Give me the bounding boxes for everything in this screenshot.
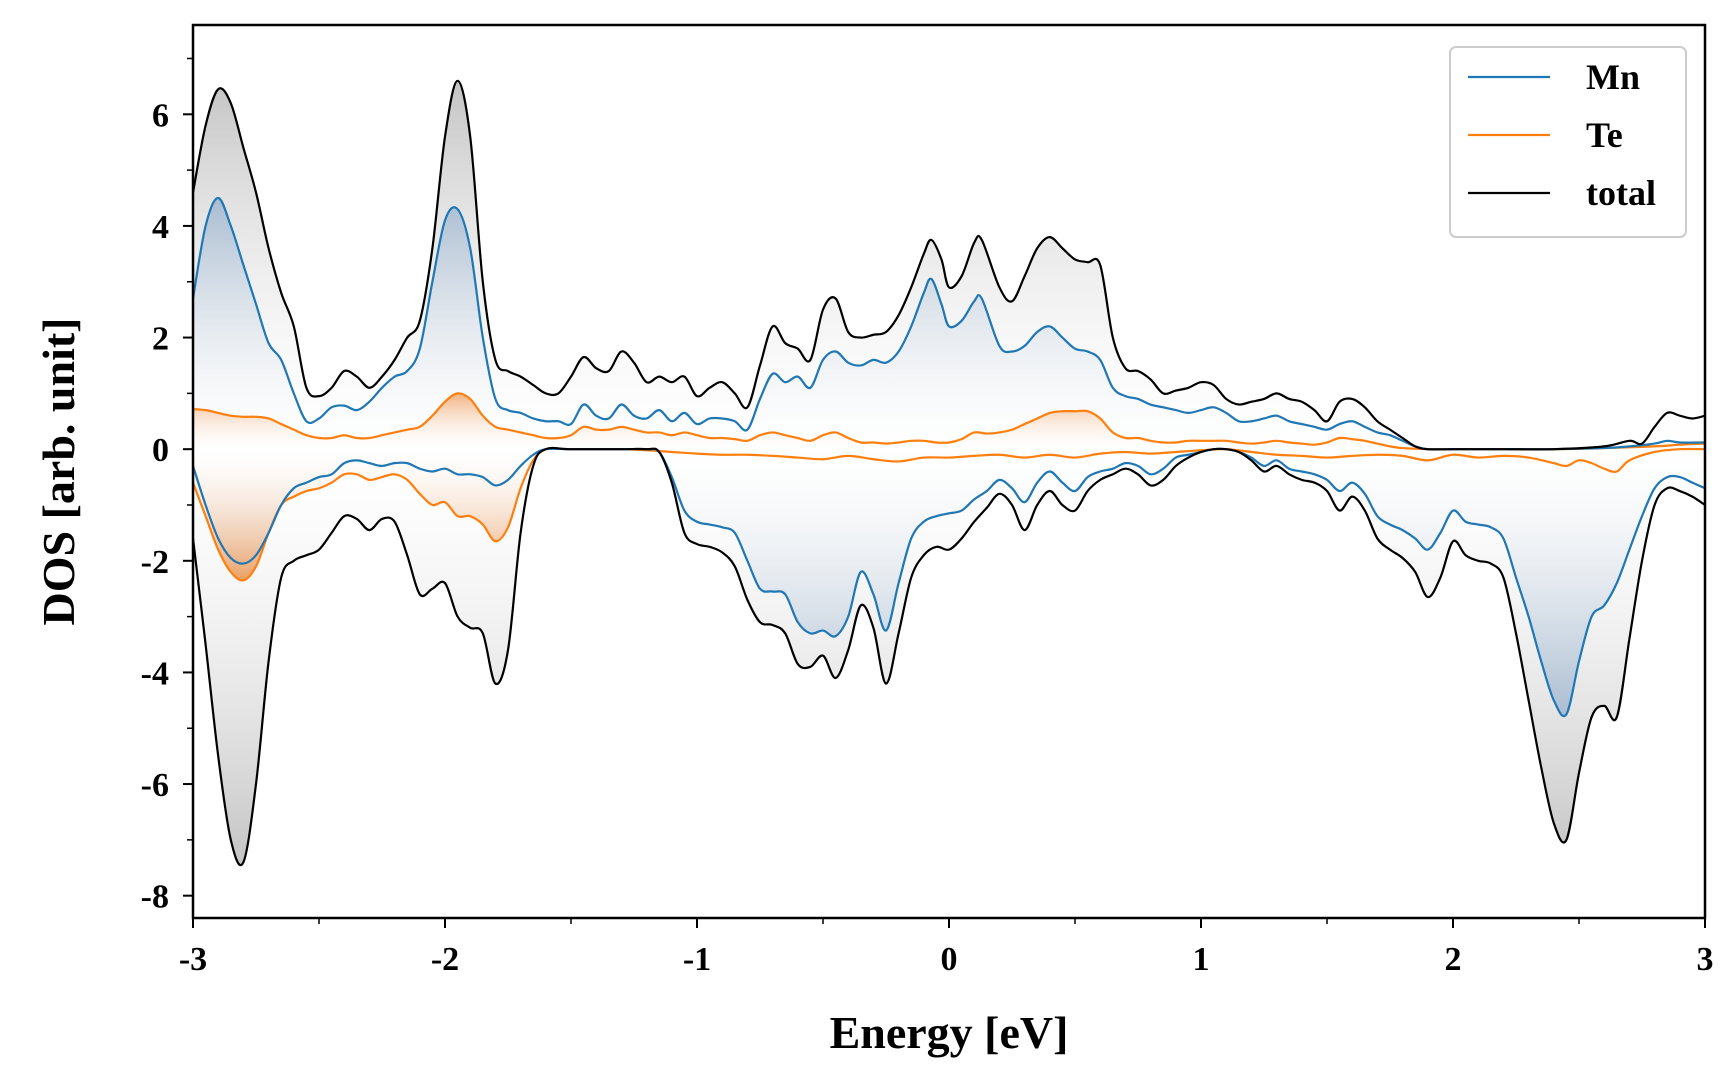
y-tick-label: -6	[141, 767, 169, 804]
dos-fills	[193, 80, 1705, 866]
legend-box	[1449, 46, 1687, 238]
x-tick-label: 2	[1445, 941, 1462, 978]
legend: Mn Te total	[1449, 46, 1687, 238]
legend-label: total	[1586, 173, 1656, 213]
y-axis-title: DOS [arb. unit]	[33, 318, 84, 626]
x-tick-label: -3	[179, 941, 207, 978]
legend-label: Te	[1586, 115, 1623, 155]
y-tick-label: -2	[141, 544, 169, 581]
x-tick-label: 0	[941, 941, 958, 978]
y-tick-label: 2	[152, 321, 169, 358]
x-tick-label: 1	[1193, 941, 1210, 978]
legend-label: Mn	[1586, 57, 1640, 97]
y-tick-label: 0	[152, 432, 169, 469]
x-axis-ticks: -3 -2 -1 0 1 2 3	[179, 918, 1714, 978]
te-down-fill	[193, 448, 1705, 581]
x-axis-title: Energy [eV]	[830, 1007, 1069, 1058]
y-tick-label: 4	[152, 209, 169, 246]
y-tick-label: 6	[152, 97, 169, 134]
x-tick-label: -2	[431, 941, 459, 978]
te-up-line	[193, 392, 1705, 451]
dos-lines	[193, 79, 1705, 867]
te-down-line	[193, 447, 1705, 582]
mn-down-line	[193, 447, 1705, 718]
total-up-line	[193, 79, 1705, 451]
y-axis-ticks: -8 -6 -4 -2 0 2 4 6	[141, 57, 193, 916]
y-tick-label: -8	[141, 879, 169, 916]
total-down-line	[193, 446, 1705, 867]
mn-up-line	[193, 196, 1705, 451]
mn-down-fill	[193, 448, 1705, 717]
mn-up-fill	[193, 198, 1705, 450]
x-tick-label: 3	[1697, 941, 1714, 978]
y-tick-label: -4	[141, 655, 169, 692]
x-tick-label: -1	[683, 941, 711, 978]
